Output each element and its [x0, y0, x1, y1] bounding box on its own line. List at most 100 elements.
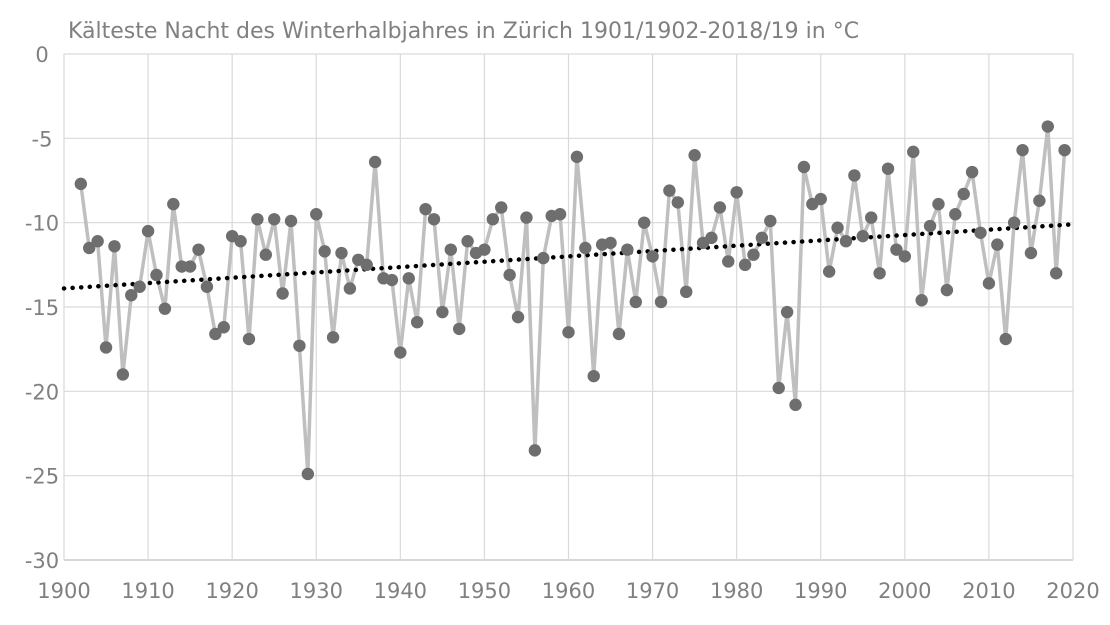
data-point	[360, 258, 373, 272]
data-point	[570, 150, 584, 164]
data-point	[579, 241, 592, 255]
data-point	[923, 219, 937, 233]
data-point	[612, 327, 626, 341]
data-point	[814, 192, 827, 206]
chart-title: Kälteste Nacht des Winterhalbjahres in Z…	[68, 19, 859, 44]
data-point	[780, 305, 794, 319]
data-point	[125, 288, 138, 302]
data-point	[310, 208, 323, 221]
data-point	[629, 295, 642, 309]
data-point	[343, 282, 357, 295]
data-point	[158, 302, 172, 315]
data-point	[452, 322, 466, 336]
data-point	[268, 213, 281, 226]
x-tick-label: 1910	[121, 579, 174, 603]
data-point	[738, 258, 752, 272]
data-point	[688, 149, 701, 162]
data-point	[865, 211, 878, 224]
data-point	[764, 214, 777, 228]
data-point	[486, 213, 500, 226]
data-point	[1041, 120, 1054, 133]
data-point	[83, 241, 96, 255]
data-point	[108, 240, 121, 253]
data-point	[368, 155, 382, 169]
data-point	[461, 235, 474, 248]
data-point	[335, 246, 348, 260]
data-point	[873, 267, 886, 280]
x-tick-label: 1990	[794, 579, 847, 603]
data-point	[663, 184, 676, 197]
data-point	[898, 250, 912, 263]
data-point	[209, 327, 222, 341]
data-point	[831, 221, 844, 234]
data-point	[133, 280, 146, 293]
data-point	[503, 268, 516, 282]
data-point	[427, 213, 441, 226]
data-point	[822, 265, 836, 278]
y-axis-ticks: 0 -5 -10 -15 -20 -25 -30	[25, 43, 59, 573]
data-point	[74, 177, 88, 191]
data-point	[915, 294, 928, 307]
data-point	[604, 236, 617, 250]
y-tick-label: -5	[32, 127, 53, 151]
data-point	[940, 283, 954, 297]
data-point	[907, 145, 920, 159]
data-point	[402, 272, 415, 285]
data-point	[705, 231, 718, 245]
data-point	[747, 248, 760, 261]
data-point	[251, 213, 264, 226]
x-tick-label: 1900	[37, 579, 90, 603]
x-tick-label: 1960	[542, 579, 595, 603]
data-point	[949, 208, 962, 221]
data-point	[200, 280, 214, 293]
data-point	[444, 243, 457, 256]
data-point	[293, 339, 306, 352]
data-point	[301, 467, 315, 481]
x-tick-label: 2010	[962, 579, 1015, 603]
data-point	[192, 243, 205, 256]
data-point	[957, 187, 970, 201]
data-point	[999, 332, 1012, 346]
y-tick-label: -15	[25, 296, 59, 320]
data-point	[436, 305, 449, 319]
x-axis-ticks: 1900 1910 1920 1930 1940 1950 1960 1970 1980 1990…	[37, 579, 1099, 603]
data-point	[730, 186, 743, 199]
data-point	[587, 369, 600, 383]
data-point	[537, 251, 550, 265]
data-point	[183, 260, 197, 273]
data-point	[848, 169, 861, 182]
data-point	[974, 226, 987, 239]
data-point	[637, 216, 651, 229]
x-tick-label: 1980	[710, 579, 763, 603]
data-point	[99, 341, 113, 354]
y-tick-label: -10	[25, 212, 59, 236]
data-point	[965, 165, 979, 179]
data-point	[511, 310, 525, 324]
y-tick-label: 0	[35, 43, 48, 67]
x-tick-label: 1950	[458, 579, 511, 603]
y-tick-label: -25	[25, 465, 59, 489]
data-point	[722, 255, 735, 268]
data-point	[1033, 194, 1046, 207]
data-point	[259, 248, 272, 261]
data-point	[839, 235, 853, 248]
data-point	[520, 211, 533, 224]
data-point	[495, 201, 508, 214]
data-point	[385, 273, 399, 287]
data-point	[141, 224, 155, 238]
data-point	[1016, 143, 1029, 157]
data-point	[932, 197, 945, 211]
data-point	[562, 326, 575, 339]
trendline-line	[61, 222, 1076, 291]
x-tick-label: 1920	[205, 579, 258, 603]
data-point	[881, 162, 895, 175]
data-point	[789, 398, 802, 412]
data-point	[1058, 143, 1071, 157]
data-point	[621, 243, 634, 256]
data-point	[242, 332, 256, 346]
y-tick-label: -20	[25, 380, 59, 404]
data-point	[478, 243, 491, 256]
data-point	[217, 321, 230, 334]
data-point	[797, 160, 811, 174]
